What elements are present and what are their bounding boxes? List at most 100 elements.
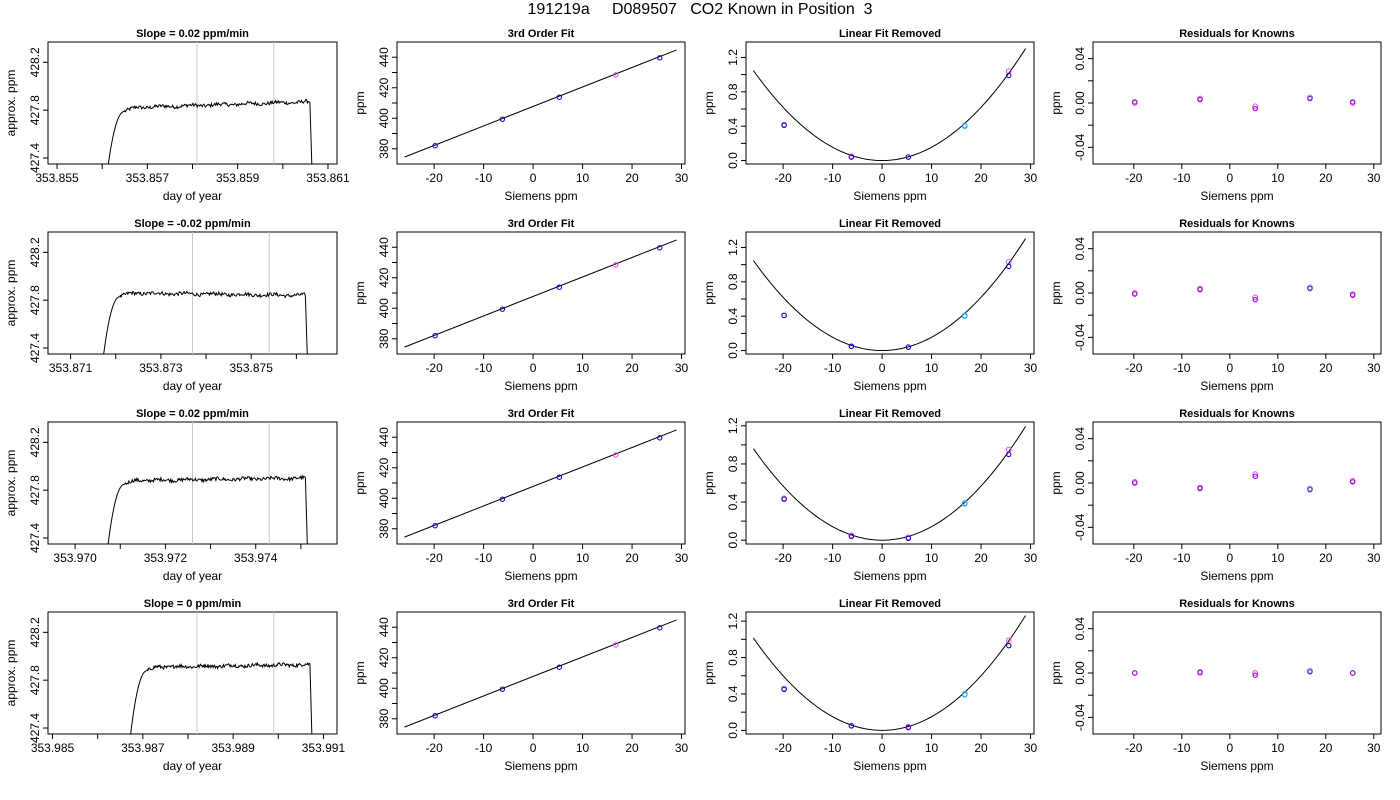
x-tick-label: 10	[1271, 741, 1285, 755]
plot-area	[1131, 667, 1356, 678]
x-tick-label: 0	[1226, 361, 1233, 375]
data-point	[1005, 637, 1012, 644]
y-axis-label: ppm	[702, 281, 716, 304]
data-point	[556, 284, 563, 290]
plot-area	[1131, 284, 1356, 303]
plot-area	[404, 49, 677, 158]
y-tick-label: 427.8	[28, 475, 42, 505]
plot-area	[130, 612, 313, 734]
x-tick-label: 30	[1024, 361, 1038, 375]
y-tick-label: -0.04	[1073, 513, 1087, 541]
x-axis-label: Siemens ppm	[1200, 569, 1273, 583]
x-tick-label: 353.873	[139, 361, 183, 375]
data-point	[1349, 99, 1356, 105]
y-axis-label: ppm	[353, 471, 367, 494]
x-tick-label: 20	[625, 741, 639, 755]
data-point	[848, 723, 855, 729]
x-tick-label: 353.987	[121, 741, 165, 755]
x-axis-label: Siemens ppm	[853, 189, 926, 203]
data-point	[848, 343, 855, 349]
x-tick-label: 353.985	[31, 741, 75, 755]
data-point	[1252, 103, 1259, 110]
y-axis-label: ppm	[1049, 661, 1063, 684]
chart-panel-7: 3rd Order Fit -20 -10 0 10 20 30 380 400 420 440 Si…	[353, 408, 689, 583]
data-point	[1006, 642, 1012, 649]
x-tick-label: -20	[1125, 741, 1143, 755]
x-tick-label: -20	[425, 551, 443, 565]
data-point	[781, 496, 787, 502]
x-tick-label: 20	[1319, 741, 1333, 755]
x-tick-label: 20	[974, 361, 988, 375]
data-point	[657, 435, 663, 441]
data-point	[1252, 294, 1259, 301]
x-tick-label: 353.972	[144, 551, 188, 565]
x-axis-label: day of year	[163, 189, 222, 203]
plot-area	[753, 48, 1027, 162]
y-tick-label: 420	[377, 647, 391, 667]
data-point	[1197, 485, 1203, 492]
y-tick-label: 0.04	[1073, 237, 1087, 261]
data-trace	[130, 661, 313, 734]
chart-title: 3rd Order Fit	[508, 598, 575, 610]
data-point	[499, 496, 506, 502]
y-tick-label: 0.8	[726, 83, 740, 100]
x-tick-label: 30	[1367, 551, 1381, 565]
x-tick-label: 353.970	[53, 551, 97, 565]
chart-panel-11: Linear Fit Removed -20 -10 0 10 20 30 0.0 0.4 0.8…	[702, 408, 1038, 583]
x-tick-label: 30	[1024, 741, 1038, 755]
x-tick-label: 10	[925, 551, 939, 565]
data-point	[613, 72, 619, 78]
chart-panel-10: Linear Fit Removed -20 -10 0 10 20 30 0.0 0.4 0.8…	[702, 218, 1038, 393]
plot-area	[753, 615, 1027, 731]
x-tick-label: -20	[774, 171, 792, 185]
y-tick-label: 380	[377, 328, 391, 348]
y-tick-label: 380	[377, 708, 391, 728]
chart-panel-12: Linear Fit Removed -20 -10 0 10 20 30 0.0 0.4 0.8…	[702, 598, 1038, 773]
chart-title: Residuals for Knowns	[1179, 408, 1295, 420]
x-tick-label: 353.855	[35, 171, 79, 185]
data-point	[962, 122, 968, 129]
plot-area	[103, 232, 308, 354]
chart-panel-6: 3rd Order Fit -20 -10 0 10 20 30 380 400 420 440 Si…	[353, 218, 689, 393]
x-tick-label: -10	[1173, 171, 1191, 185]
fit-curve	[753, 615, 1027, 731]
plot-area	[404, 239, 677, 348]
x-tick-label: -10	[475, 171, 493, 185]
y-tick-label: 0.00	[1073, 91, 1087, 115]
plot-frame	[47, 611, 338, 735]
x-tick-label: 20	[625, 551, 639, 565]
x-axis-label: Siemens ppm	[504, 759, 577, 773]
y-tick-label: 427.4	[28, 143, 42, 173]
y-axis-label: ppm	[353, 281, 367, 304]
y-tick-label: 0.04	[1073, 617, 1087, 641]
y-axis-label: ppm	[702, 661, 716, 684]
y-tick-label: 0.00	[1073, 471, 1087, 495]
chart-title: Slope = 0.02 ppm/min	[136, 28, 249, 40]
y-tick-label: 428.2	[28, 427, 42, 457]
chart-panel-8: 3rd Order Fit -20 -10 0 10 20 30 380 400 420 440 Si…	[353, 598, 689, 773]
chart-panel-15: Residuals for Knowns -20 -10 0 10 20 30 -0.04 0.…	[1049, 408, 1382, 583]
plot-frame	[1092, 611, 1382, 735]
x-tick-label: 30	[675, 551, 689, 565]
data-point	[781, 122, 787, 129]
y-tick-label: 0.8	[726, 649, 740, 666]
x-tick-label: -20	[774, 361, 792, 375]
y-tick-label: 0.4	[726, 308, 740, 325]
x-tick-label: -20	[425, 361, 443, 375]
data-point	[1252, 105, 1258, 112]
data-point	[613, 262, 619, 268]
y-tick-label: 1.2	[726, 417, 740, 434]
y-tick-label: 1.2	[726, 49, 740, 66]
data-trace	[103, 290, 308, 354]
x-tick-label: 30	[675, 361, 689, 375]
data-point	[432, 143, 438, 149]
y-tick-label: 440	[377, 617, 391, 637]
x-tick-label: 20	[1319, 361, 1333, 375]
chart-panel-2: Slope = -0.02 ppm/min 353.871 353.873 353.8…	[4, 218, 338, 393]
data-point	[848, 154, 855, 160]
y-tick-label: 0.0	[726, 152, 740, 169]
chart-title: 3rd Order Fit	[508, 28, 575, 40]
y-axis-label: ppm	[353, 91, 367, 114]
data-point	[1307, 285, 1313, 292]
y-axis-label: ppm	[702, 471, 716, 494]
